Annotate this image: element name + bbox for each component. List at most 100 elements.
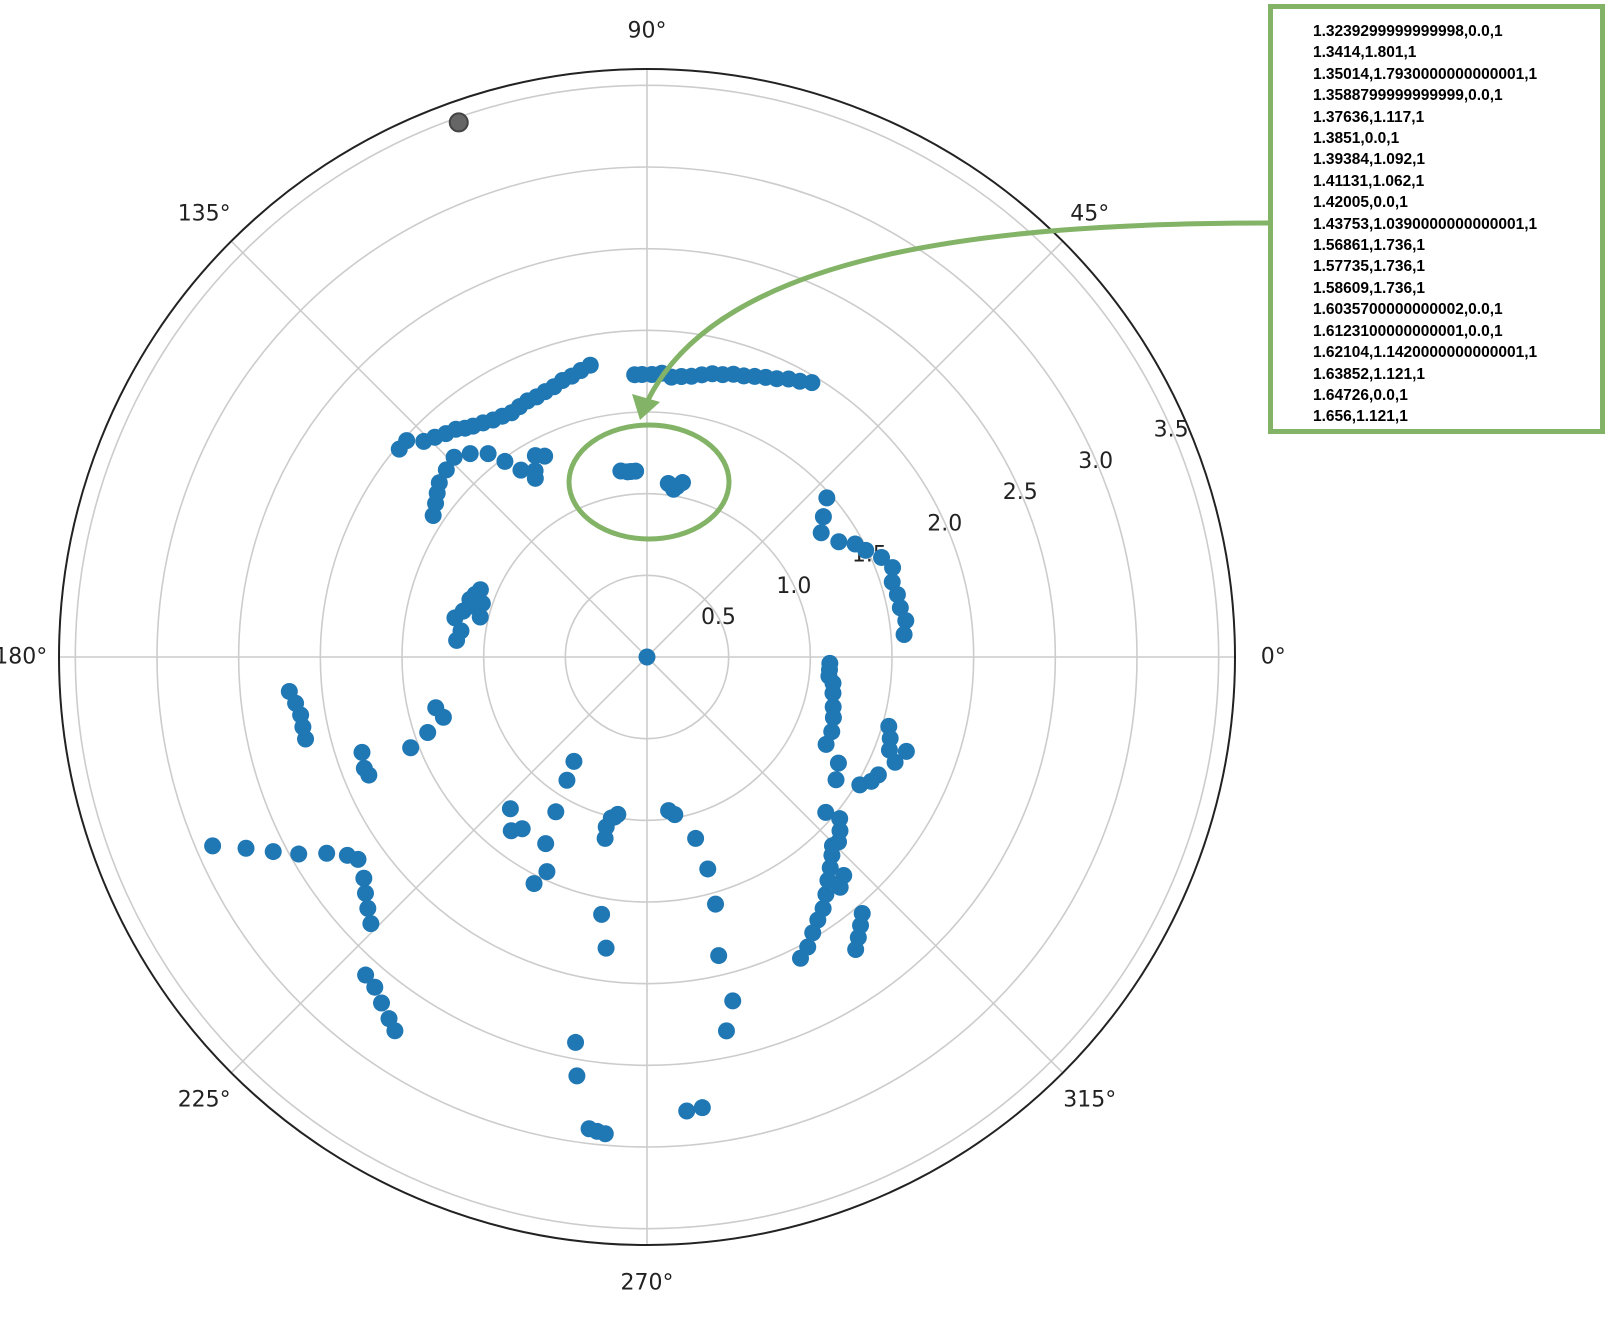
scatter-point xyxy=(366,978,384,996)
scatter-point xyxy=(886,753,904,771)
scatter-point xyxy=(359,899,377,917)
scatter-point xyxy=(448,631,466,649)
scatter-point xyxy=(437,461,455,479)
scatter-point xyxy=(687,829,705,847)
scatter-point xyxy=(897,742,915,760)
callout-arrow xyxy=(645,220,1269,402)
angle-tick-label: 45° xyxy=(1070,202,1109,227)
scatter-point xyxy=(357,966,375,984)
scatter-point xyxy=(355,869,373,887)
scatter-point xyxy=(884,559,902,577)
angular-gridline xyxy=(646,240,1064,658)
highlight-ellipse xyxy=(566,422,732,542)
scatter-point xyxy=(373,994,391,1012)
scatter-point xyxy=(710,947,728,965)
readout-line: 1.57735,1.736,1 xyxy=(1313,258,1426,276)
scatter-point xyxy=(593,905,611,923)
angle-tick-label: 135° xyxy=(178,202,231,227)
scatter-point xyxy=(857,541,875,559)
scatter-point xyxy=(473,594,491,612)
readout-line: 1.43753,1.0390000000000001,1 xyxy=(1313,215,1538,233)
readout-line: 1.42005,0.0,1 xyxy=(1313,194,1408,212)
outlier-point xyxy=(448,112,469,133)
scatter-point xyxy=(830,833,848,851)
scatter-point xyxy=(430,474,448,492)
scatter-point xyxy=(565,752,583,770)
scatter-point xyxy=(290,845,308,863)
scatter-point xyxy=(204,837,222,855)
scatter-point xyxy=(419,724,437,742)
readout-line: 1.39384,1.092,1 xyxy=(1313,151,1426,169)
scatter-point xyxy=(809,911,827,929)
scatter-point xyxy=(537,835,555,853)
scatter-point xyxy=(538,863,556,881)
scatter-point xyxy=(891,599,909,617)
scatter-point xyxy=(791,949,809,967)
scatter-point xyxy=(427,699,445,717)
scatter-point xyxy=(461,445,479,463)
scatter-point xyxy=(768,370,786,388)
readout-line: 1.35014,1.7930000000000001,1 xyxy=(1313,65,1538,83)
scatter-point xyxy=(581,356,599,374)
angular-gridline xyxy=(646,656,1064,1074)
scatter-point xyxy=(835,866,853,884)
scatter-point xyxy=(678,1102,696,1120)
angular-gridline xyxy=(230,656,648,1074)
radial-tick-label: 1.0 xyxy=(776,574,811,599)
scatter-point xyxy=(362,915,380,933)
scatter-point xyxy=(471,608,489,626)
radial-tick-label: 3.5 xyxy=(1154,418,1189,443)
angle-tick-label: 315° xyxy=(1063,1087,1116,1112)
scatter-point xyxy=(724,992,742,1010)
polar-grid xyxy=(58,68,1236,1246)
scatter-point xyxy=(318,844,336,862)
scatter-point xyxy=(851,776,869,794)
scatter-point xyxy=(823,846,841,864)
readout-line: 1.37636,1.117,1 xyxy=(1313,108,1425,126)
readout-line: 1.64726,0.0,1 xyxy=(1313,386,1408,404)
radial-tick-label: 3.0 xyxy=(1078,449,1113,474)
readout-line: 1.3588799999999999,0.0,1 xyxy=(1313,87,1503,105)
scatter-point xyxy=(356,884,374,902)
scatter-point xyxy=(699,860,717,878)
angular-gridline xyxy=(230,240,648,658)
data-readout-panel: 1.3239299999999998,0.0,1 1.3414,1.801,1 1.… xyxy=(1268,4,1605,434)
scatter-point xyxy=(353,743,371,761)
scatter-point xyxy=(847,941,865,959)
highlight-annotation xyxy=(566,220,1269,542)
scatter-point xyxy=(831,810,849,828)
scan-points xyxy=(204,112,915,1143)
scatter-point xyxy=(398,432,416,450)
scatter-point xyxy=(693,1099,711,1117)
scatter-point xyxy=(803,374,821,392)
readout-line: 1.6035700000000002,0.0,1 xyxy=(1313,301,1503,319)
readout-line: 1.58609,1.736,1 xyxy=(1313,279,1426,297)
scatter-point xyxy=(513,820,531,838)
scatter-point xyxy=(673,474,691,492)
scatter-point xyxy=(526,462,544,480)
scatter-point xyxy=(596,829,614,847)
scatter-point xyxy=(525,875,543,893)
scatter-point xyxy=(873,548,891,566)
scatter-point xyxy=(895,626,913,644)
scatter-point xyxy=(360,766,378,784)
scatter-point xyxy=(445,448,463,466)
scatter-point xyxy=(627,462,645,480)
scatter-point xyxy=(402,739,420,757)
radial-tick-label: 0.5 xyxy=(701,605,736,630)
scatter-point xyxy=(567,1033,585,1051)
scatter-point xyxy=(597,939,615,957)
polar-frame xyxy=(58,68,1236,1246)
scatter-point xyxy=(558,771,576,789)
readout-line: 1.656,1.121,1 xyxy=(1313,408,1408,426)
readout-line: 1.3239299999999998,0.0,1 xyxy=(1313,23,1503,40)
readout-line: 1.6123100000000001,0.0,1 xyxy=(1313,322,1503,340)
angle-tick-label: 225° xyxy=(178,1087,231,1112)
scatter-point xyxy=(824,684,842,702)
axis-labels: 0°45°90°135°180°225°270°315°0.51.01.52.0… xyxy=(0,18,1286,1295)
scatter-point xyxy=(237,839,255,857)
angle-tick-label: 270° xyxy=(621,1271,674,1296)
scatter-point xyxy=(827,771,845,789)
scatter-point xyxy=(638,648,656,666)
